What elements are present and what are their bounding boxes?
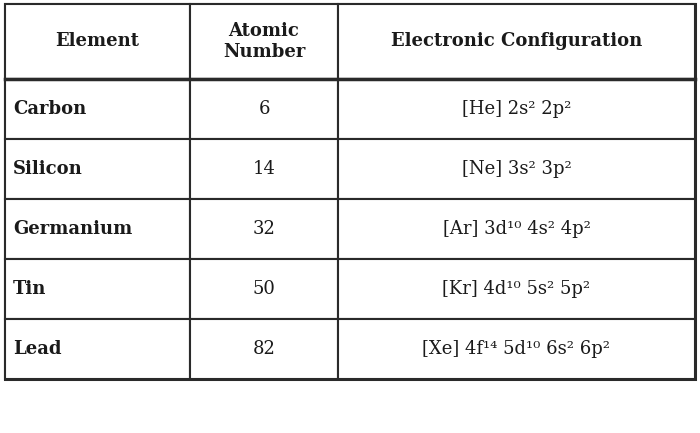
Text: 50: 50: [253, 280, 275, 298]
Text: 14: 14: [253, 160, 275, 178]
Text: Element: Element: [55, 32, 139, 51]
Bar: [5, 79, 190, 139]
Bar: [338, 79, 695, 139]
Bar: [190, 319, 338, 379]
Text: [Xe] 4f¹⁴ 5d¹⁰ 6s² 6p²: [Xe] 4f¹⁴ 5d¹⁰ 6s² 6p²: [423, 340, 610, 358]
Bar: [338, 4, 695, 79]
Bar: [190, 259, 338, 319]
Bar: [5, 319, 190, 379]
Bar: [5, 259, 190, 319]
Text: Germanium: Germanium: [13, 220, 132, 238]
Bar: [190, 4, 338, 79]
Bar: [190, 139, 338, 199]
Text: 82: 82: [253, 340, 275, 358]
Bar: [5, 199, 190, 259]
Text: 6: 6: [258, 100, 270, 118]
Text: [He] 2s² 2p²: [He] 2s² 2p²: [462, 100, 571, 118]
Text: [Ar] 3d¹⁰ 4s² 4p²: [Ar] 3d¹⁰ 4s² 4p²: [442, 220, 590, 238]
Text: Electronic Configuration: Electronic Configuration: [391, 32, 642, 51]
Bar: [190, 199, 338, 259]
Bar: [338, 259, 695, 319]
Bar: [5, 139, 190, 199]
Bar: [338, 199, 695, 259]
Bar: [5, 4, 695, 379]
Bar: [5, 4, 190, 79]
Text: Lead: Lead: [13, 340, 62, 358]
Text: Atomic
Number: Atomic Number: [223, 22, 305, 61]
Text: Silicon: Silicon: [13, 160, 83, 178]
Text: [Kr] 4d¹⁰ 5s² 5p²: [Kr] 4d¹⁰ 5s² 5p²: [442, 280, 591, 298]
Text: 32: 32: [253, 220, 275, 238]
Text: Carbon: Carbon: [13, 100, 86, 118]
Bar: [338, 319, 695, 379]
Bar: [190, 79, 338, 139]
Bar: [338, 139, 695, 199]
Text: [Ne] 3s² 3p²: [Ne] 3s² 3p²: [461, 160, 571, 178]
Text: Tin: Tin: [13, 280, 46, 298]
